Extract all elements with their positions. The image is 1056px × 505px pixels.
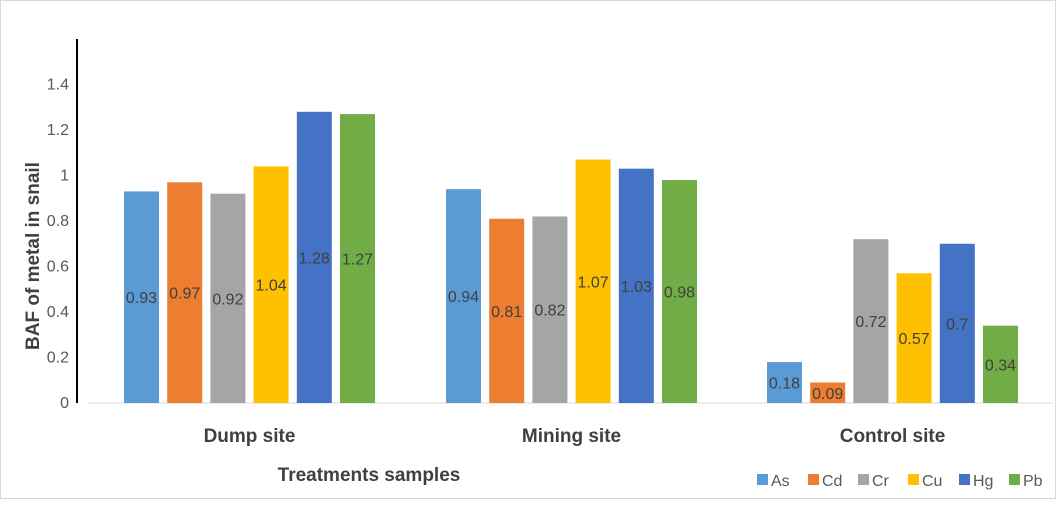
data-label: 0.97	[169, 286, 200, 303]
x-category-label: Dump site	[204, 426, 296, 447]
y-tick-label: 0.6	[47, 259, 69, 276]
legend-label-cr: Cr	[872, 473, 890, 490]
bar-as-0	[124, 191, 159, 403]
x-category-label: Mining site	[522, 426, 621, 447]
data-label: 0.92	[212, 291, 243, 308]
y-tick-label: 1.2	[47, 122, 69, 139]
y-axis-ticks: 0 0.2 0.4 0.6 0.8 1 1.2 1.4	[47, 77, 69, 413]
y-axis-title: BAF of metal in snail	[23, 162, 44, 350]
y-tick-label: 0	[60, 395, 69, 412]
bar-as-1	[446, 189, 481, 403]
data-label: 0.09	[812, 386, 843, 403]
y-tick-label: 1	[60, 168, 69, 185]
data-label: 0.7	[946, 316, 968, 333]
legend-label-cu: Cu	[922, 473, 942, 490]
data-label: 0.18	[769, 376, 800, 393]
legend-label-as: As	[771, 473, 790, 490]
data-label: 0.34	[985, 357, 1016, 374]
data-label: 0.94	[448, 289, 479, 306]
data-label: 0.81	[491, 304, 522, 321]
y-tick-label: 0.4	[47, 304, 69, 321]
bar-cd-2	[810, 382, 846, 403]
legend-swatch-cr	[858, 474, 869, 485]
data-label: 0.82	[534, 303, 565, 320]
bar-hg-1	[618, 168, 654, 403]
bar-pb-0	[340, 114, 375, 403]
bar-pb-1	[662, 180, 697, 403]
legend-label-hg: Hg	[973, 473, 993, 490]
legend-swatch-cu	[908, 474, 919, 485]
legend-label-cd: Cd	[822, 473, 842, 490]
data-label: 1.27	[342, 252, 373, 269]
legend-swatch-cd	[808, 474, 819, 485]
bar-pb-2	[983, 325, 1018, 403]
bar-as-2	[767, 362, 802, 403]
bar-hg-2	[939, 243, 975, 403]
y-tick-label: 1.4	[47, 77, 69, 94]
bar-cu-2	[896, 273, 932, 403]
data-labels-group: 0.93 0.94 0.18 0.97 0.81 0.09 0.92 0.82 0.72 1.04…	[126, 250, 1016, 402]
x-axis-categories: Dump site Mining site Control site	[204, 426, 946, 447]
data-label: 1.03	[621, 279, 652, 296]
data-label: 1.07	[578, 274, 609, 291]
bar-hg-0	[296, 111, 332, 404]
data-label: 0.98	[664, 285, 695, 302]
legend-label-pb: Pb	[1023, 473, 1043, 490]
x-axis-title: Treatments samples	[278, 465, 461, 486]
bar-cd-1	[489, 218, 525, 403]
data-label: 0.72	[855, 314, 886, 331]
legend-swatch-pb	[1009, 474, 1020, 485]
legend-swatch-as	[757, 474, 768, 485]
data-label: 0.57	[899, 331, 930, 348]
bar-cr-0	[210, 193, 246, 403]
data-label: 1.04	[256, 278, 287, 295]
legend-swatch-hg	[959, 474, 970, 485]
bars-group	[124, 111, 1018, 404]
data-label: 0.93	[126, 290, 157, 307]
bar-cu-0	[253, 166, 289, 403]
bar-cd-0	[167, 182, 203, 403]
data-label: 1.28	[299, 250, 330, 267]
y-tick-label: 0.2	[47, 350, 69, 367]
bar-cu-1	[575, 159, 611, 403]
bar-cr-1	[532, 216, 568, 403]
x-category-label: Control site	[840, 426, 946, 447]
y-tick-label: 0.8	[47, 213, 69, 230]
legend: As Cd Cr Cu Hg Pb	[757, 473, 1043, 490]
bar-cr-2	[853, 239, 889, 403]
